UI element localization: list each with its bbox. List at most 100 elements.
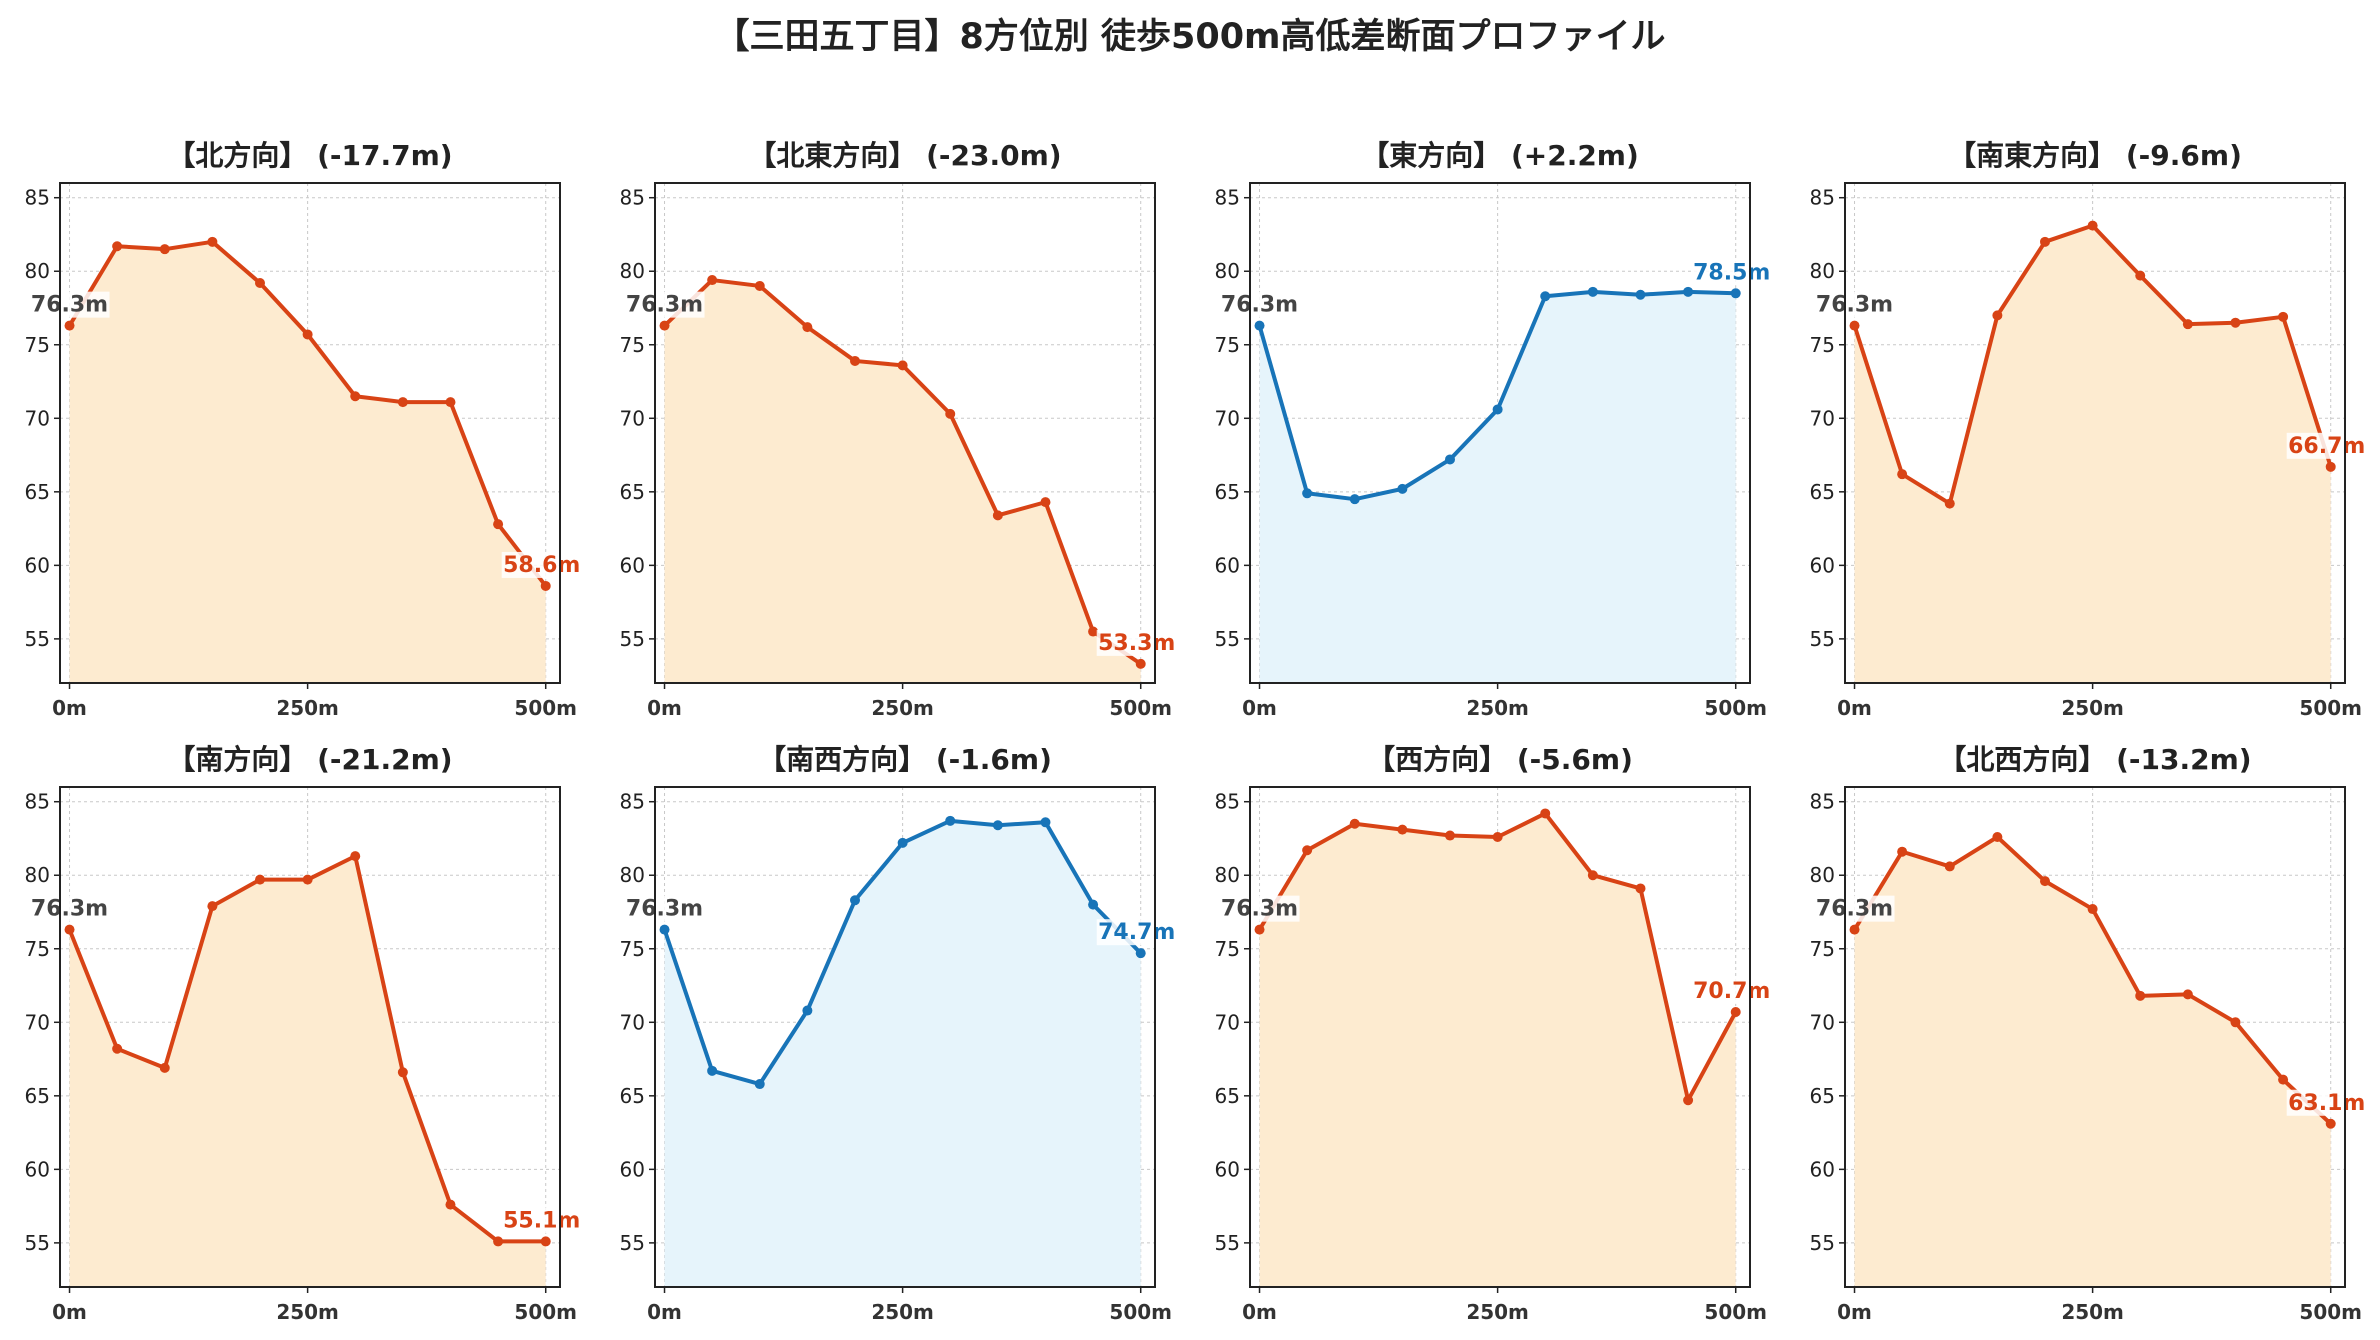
data-point [207, 901, 218, 912]
data-point [707, 1065, 718, 1076]
start-label-bg [1814, 291, 1895, 318]
data-point [1254, 320, 1265, 331]
data-point [1897, 846, 1908, 857]
data-point [493, 519, 504, 530]
y-tick-label: 65 [1810, 1084, 1835, 1108]
data-point [397, 1067, 408, 1078]
chart-title: 【南方向】 (-21.2m) [167, 743, 452, 776]
y-tick-label: 85 [1810, 790, 1835, 814]
chart-panel: 76.3m 58.6m 55 60 65 70 75 80 85 0m 250m 500m 【北方向】 … [25, 139, 582, 720]
y-tick-label: 55 [25, 1231, 50, 1255]
data-point [2278, 1074, 2289, 1085]
y-tick-label: 70 [620, 1010, 645, 1034]
data-point [1897, 469, 1908, 480]
y-tick-label: 80 [1810, 259, 1835, 283]
data-point [897, 837, 908, 848]
start-label-bg [1814, 895, 1895, 922]
y-tick-label: 60 [1215, 1157, 1240, 1181]
area-fill [1259, 813, 1736, 1287]
data-point [255, 278, 265, 288]
y-tick-label: 70 [620, 406, 645, 430]
end-label-bg [2286, 432, 2367, 459]
y-tick-label: 80 [25, 863, 50, 887]
start-label: 76.3m [626, 293, 703, 318]
start-label: 76.3m [31, 293, 108, 318]
y-tick-label: 55 [1810, 1231, 1835, 1255]
data-point [1445, 830, 1455, 841]
y-tick-label: 55 [620, 627, 645, 651]
y-tick-label: 55 [1810, 627, 1835, 651]
axes-frame [1249, 182, 1751, 684]
data-point [64, 924, 75, 935]
end-label-bg [1096, 919, 1177, 946]
data-point [207, 236, 218, 247]
end-label: 58.6m [503, 553, 580, 578]
start-label-bg [624, 291, 705, 318]
start-label-bg [29, 895, 110, 922]
data-point [992, 820, 1003, 831]
y-tick-label: 80 [1810, 863, 1835, 887]
y-tick-label: 55 [1215, 627, 1240, 651]
y-tick-label: 80 [25, 259, 50, 283]
x-tick-label: 250m [276, 696, 339, 720]
data-point [945, 408, 956, 419]
y-tick-label: 75 [1810, 333, 1835, 357]
data-point [1587, 870, 1598, 881]
end-label: 66.7m [2288, 434, 2365, 459]
data-point [707, 275, 718, 286]
data-point [1135, 658, 1146, 669]
data-point [1302, 845, 1313, 856]
y-tick-label: 60 [25, 553, 50, 577]
data-point [112, 1043, 123, 1054]
y-tick-label: 85 [25, 790, 50, 814]
data-point [850, 355, 860, 366]
data-point [2182, 319, 2193, 330]
data-point [1540, 808, 1551, 819]
x-tick-label: 0m [52, 696, 87, 720]
data-point [2087, 904, 2098, 915]
data-point [1040, 497, 1051, 508]
y-tick-label: 70 [1810, 406, 1835, 430]
y-tick-label: 65 [620, 1084, 645, 1108]
data-point [1730, 288, 1741, 299]
x-tick-label: 250m [2061, 696, 2124, 720]
chart-title: 【西方向】 (-5.6m) [1367, 743, 1633, 776]
data-point [2040, 236, 2050, 247]
chart-panel: 76.3m 78.5m 55 60 65 70 75 80 85 0m 250m 500m 【東方向】 … [1215, 139, 1772, 720]
y-tick-label: 65 [25, 1084, 50, 1108]
area-fill [69, 241, 546, 683]
data-point [64, 320, 75, 331]
y-tick-label: 55 [620, 1231, 645, 1255]
y-tick-label: 75 [25, 333, 50, 357]
y-tick-label: 55 [1215, 1231, 1240, 1255]
area-fill [1854, 837, 2331, 1287]
data-point [2135, 270, 2146, 281]
data-point [2182, 989, 2193, 1000]
area-fill [1259, 291, 1736, 683]
data-point [2230, 317, 2241, 328]
end-label: 70.7m [1693, 979, 1770, 1004]
data-point [2325, 461, 2336, 472]
data-point [445, 397, 456, 408]
data-point [1040, 817, 1051, 828]
data-point [1992, 832, 2003, 842]
x-tick-label: 500m [1109, 1300, 1172, 1324]
y-tick-label: 70 [1215, 1010, 1240, 1034]
data-point [350, 851, 361, 862]
data-point [659, 320, 670, 331]
data-point [159, 244, 170, 255]
chart-title: 【北西方向】 (-13.2m) [1938, 743, 2251, 776]
data-point [350, 391, 361, 402]
x-tick-label: 250m [276, 1300, 339, 1324]
start-label-bg [1219, 895, 1300, 922]
data-point [945, 815, 956, 826]
data-point [1587, 286, 1598, 297]
data-point [445, 1199, 456, 1210]
area-fill [664, 820, 1141, 1287]
chart-title: 【北方向】 (-17.7m) [167, 139, 452, 172]
data-point [493, 1236, 504, 1247]
x-tick-label: 500m [2299, 1300, 2362, 1324]
chart-panel: 76.3m 55.1m 55 60 65 70 75 80 85 0m 250m 500m 【南方向】 … [25, 743, 582, 1324]
data-point [2278, 311, 2289, 322]
x-tick-label: 250m [871, 1300, 934, 1324]
